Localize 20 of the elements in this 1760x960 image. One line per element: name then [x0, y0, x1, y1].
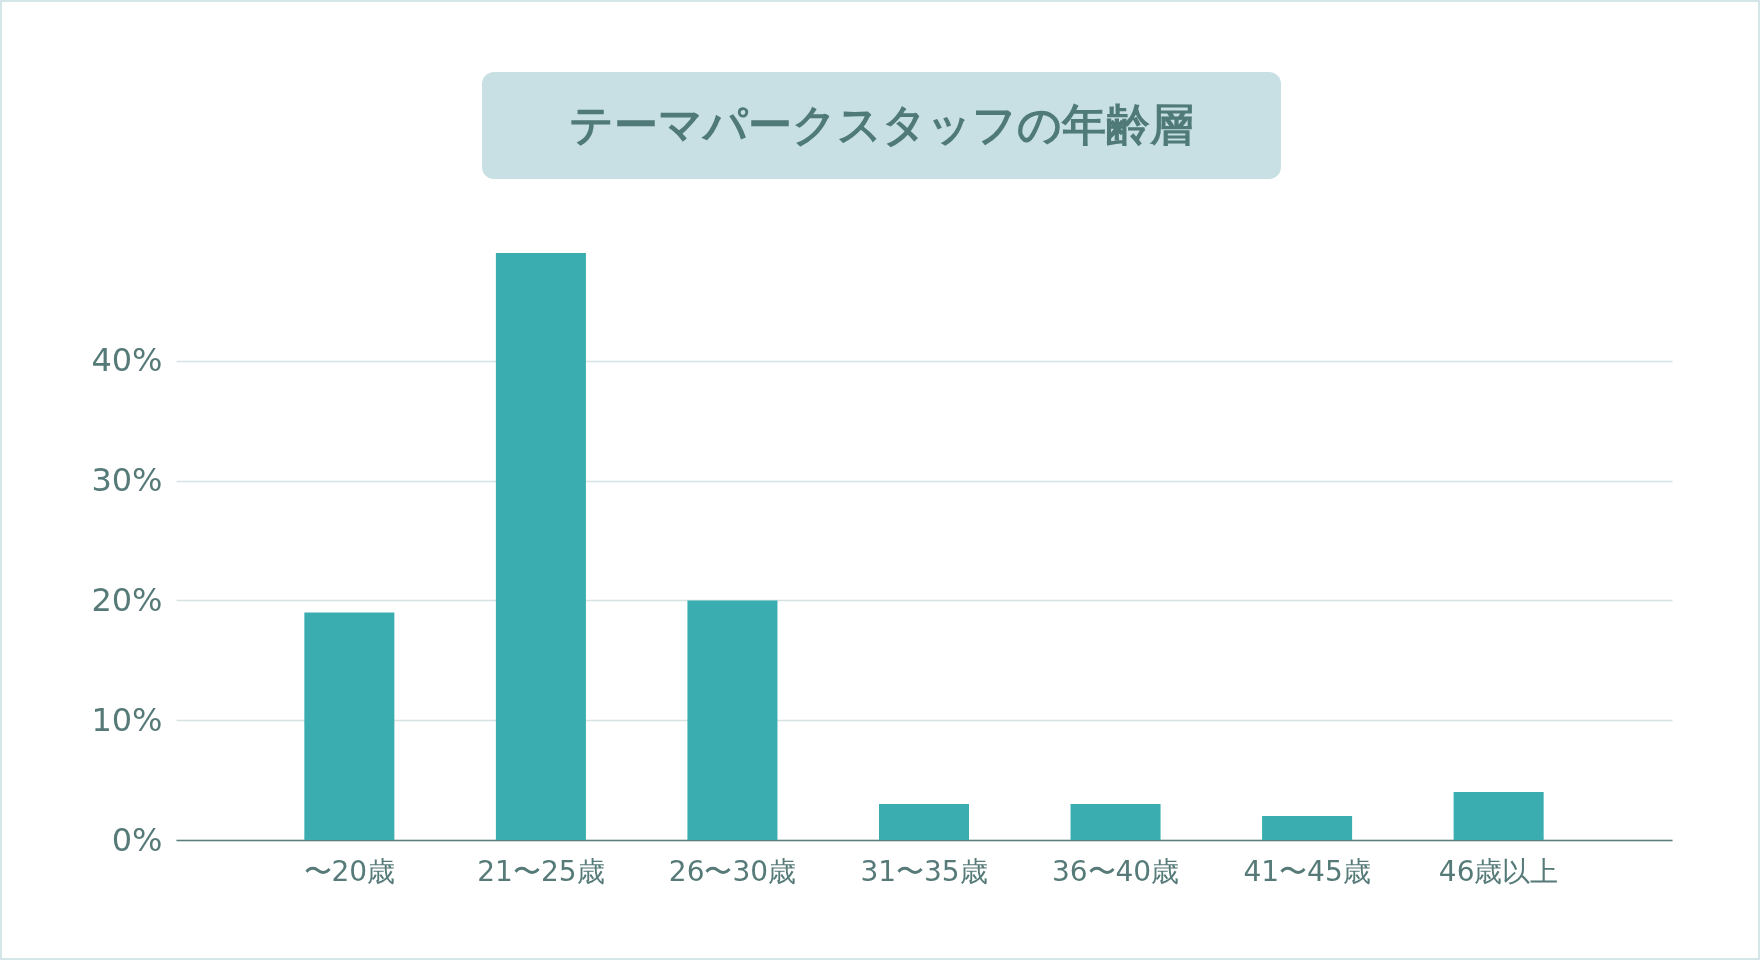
x-tick-label: 36〜40歳 — [1051, 854, 1180, 888]
x-tick-label: 〜20歳 — [303, 854, 396, 888]
x-tick-label: 41〜45歳 — [1243, 854, 1371, 888]
x-tick-label: 21〜25歳 — [477, 854, 605, 888]
y-tick-label: 30% — [91, 461, 163, 500]
bar — [304, 612, 395, 840]
y-tick-label: 40% — [91, 341, 163, 380]
bar — [495, 253, 586, 840]
y-tick-label: 0% — [111, 820, 163, 859]
bar — [878, 804, 970, 840]
bar — [687, 600, 778, 840]
bar — [1262, 816, 1353, 840]
x-tick-label: 26〜30歳 — [668, 854, 797, 888]
bar — [1070, 804, 1161, 840]
bar — [1453, 792, 1544, 840]
x-tick-label: 46歳以上 — [1438, 854, 1559, 888]
x-tick-label: 31〜35歳 — [860, 854, 988, 888]
y-tick-label: 20% — [91, 580, 163, 619]
y-tick-label: 10% — [91, 700, 163, 739]
chart-title: テーマパークスタッフの年齢層 — [482, 72, 1281, 179]
